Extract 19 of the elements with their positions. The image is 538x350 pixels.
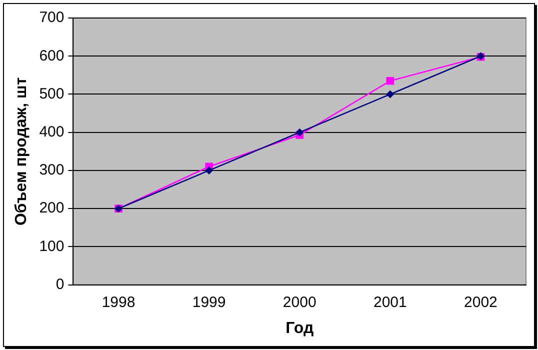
point [386, 77, 394, 85]
x-tick-label: 2000 [282, 294, 316, 311]
y-tick-label: 300 [39, 162, 64, 179]
x-tick-label: 1998 [102, 294, 136, 311]
y-tick-label: 400 [39, 123, 64, 140]
x-tick-label: 2002 [464, 294, 498, 311]
y-tick-label: 0 [56, 276, 64, 293]
y-tick-label: 700 [39, 9, 64, 26]
x-tick-label: 1999 [192, 294, 226, 311]
y-tick-label: 500 [39, 85, 64, 102]
point [205, 166, 214, 174]
point [386, 90, 394, 98]
y-axis-title: Объем продаж, шт [13, 77, 30, 226]
x-axis-title: Год [286, 320, 314, 337]
y-tick-label: 200 [39, 200, 64, 217]
y-tick-label: 600 [39, 47, 64, 64]
point [296, 128, 304, 136]
x-tick-label: 2001 [373, 294, 407, 311]
y-tick-label: 100 [39, 238, 64, 255]
